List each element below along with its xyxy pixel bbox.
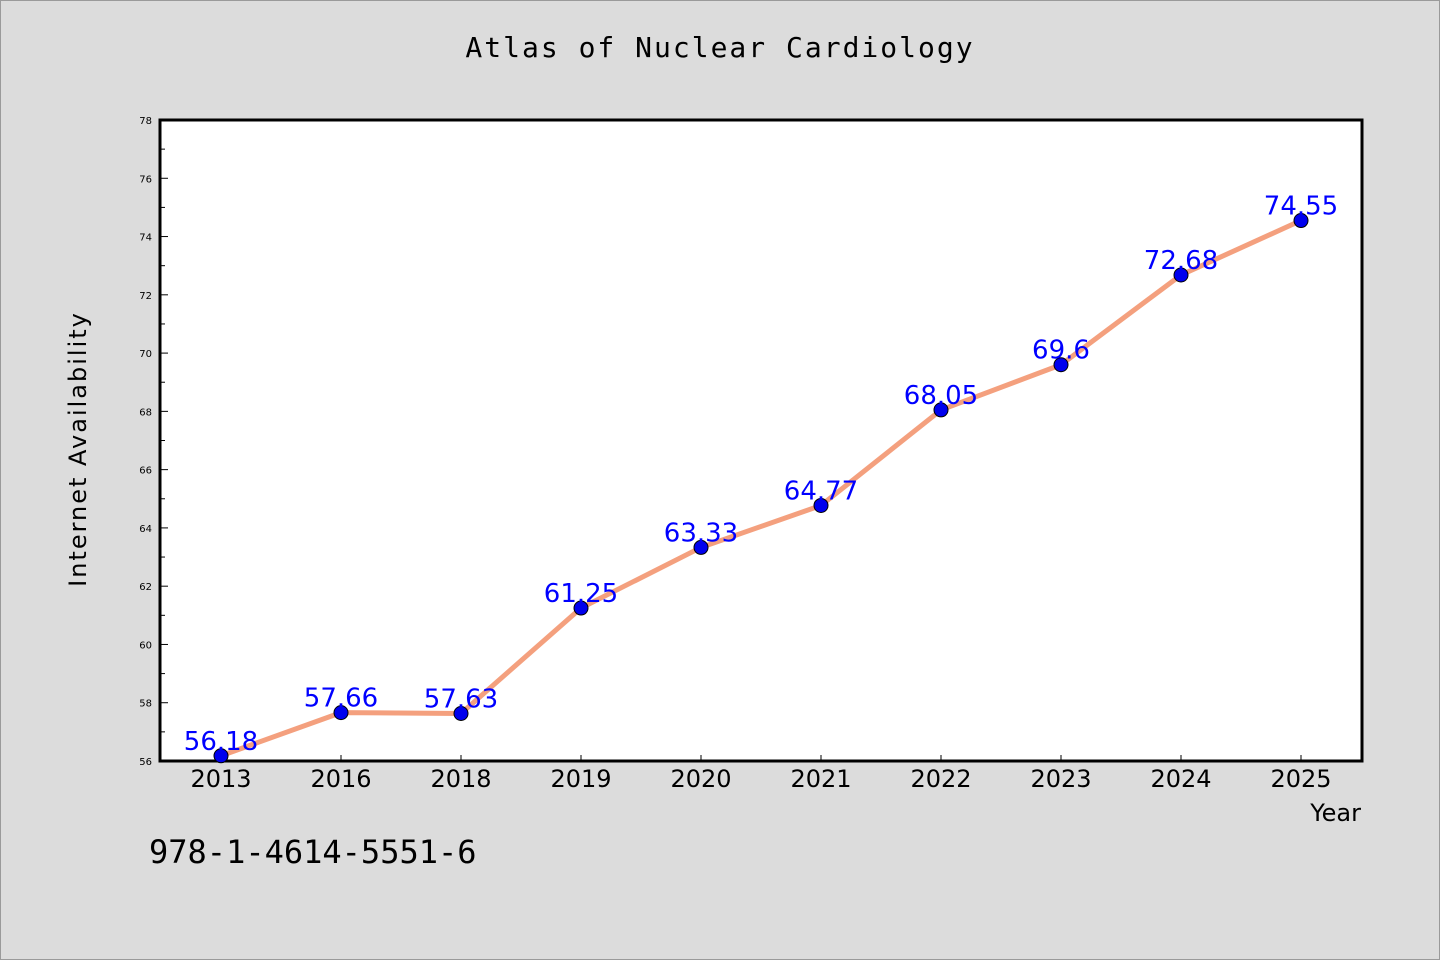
y-tick-label: 62 [139, 582, 152, 593]
x-tick-label: 2013 [190, 765, 251, 793]
x-tick-label: 2018 [430, 765, 491, 793]
data-point-marker [453, 706, 469, 722]
y-axis-label: Internet Availability [64, 311, 92, 587]
x-tick-label: 2016 [310, 765, 371, 793]
x-tick-label: 2024 [1150, 765, 1211, 793]
data-label: 61.25 [544, 579, 618, 609]
data-label: 69.6 [1032, 336, 1090, 366]
x-axis-label: Year [1309, 799, 1361, 827]
x-tick-label: 2025 [1270, 765, 1331, 793]
y-tick-label: 72 [139, 291, 152, 302]
data-label: 57.63 [424, 685, 498, 715]
x-tick-label: 2022 [910, 765, 971, 793]
y-tick-label: 58 [139, 699, 152, 710]
data-label: 72.68 [1144, 246, 1218, 276]
y-tick-label: 76 [139, 174, 152, 185]
data-label: 68.05 [904, 381, 978, 411]
data-point-marker [693, 539, 709, 555]
data-point-marker [813, 497, 829, 513]
data-labels: 56.18 57.66 57.63 61.25 63.33 64.77 68.05 69.6 7… [184, 192, 1338, 757]
x-axis: 2013 2016 2018 2019 2020 2021 2022 2023 2024 2025 [190, 755, 1332, 793]
series-line [220, 218, 1303, 759]
data-label: 64.77 [784, 476, 858, 506]
data-label: 57.66 [304, 684, 378, 714]
data-point-marker [213, 748, 229, 764]
data-point-marker [1293, 213, 1309, 229]
y-tick-label: 78 [139, 116, 152, 127]
chart-title: Atlas of Nuclear Cardiology [465, 31, 975, 64]
isbn-text: 978-1-4614-5551-6 [149, 833, 477, 871]
y-tick-label: 60 [139, 640, 152, 651]
x-tick-label: 2023 [1030, 765, 1091, 793]
data-label: 74.55 [1264, 192, 1338, 222]
data-label: 56.18 [184, 727, 258, 757]
x-tick-label: 2020 [670, 765, 731, 793]
y-tick-label: 74 [139, 233, 152, 244]
data-point-marker [933, 402, 949, 418]
x-tick-label: 2021 [790, 765, 851, 793]
data-point-marker [1053, 357, 1069, 373]
y-tick-label: 64 [139, 524, 152, 535]
x-tick-label: 2019 [550, 765, 611, 793]
data-label: 63.33 [664, 518, 738, 548]
data-point-marker [1173, 267, 1189, 283]
series-markers [213, 213, 1309, 764]
data-point-marker [573, 600, 589, 616]
y-tick-label: 56 [139, 757, 152, 768]
y-axis: 56 58 60 62 64 66 68 70 72 74 76 78 [139, 116, 168, 768]
data-point-marker [333, 705, 349, 721]
y-tick-label: 66 [139, 466, 152, 477]
plot-area [158, 118, 1364, 763]
y-tick-label: 68 [139, 407, 152, 418]
y-tick-label: 70 [139, 349, 152, 360]
